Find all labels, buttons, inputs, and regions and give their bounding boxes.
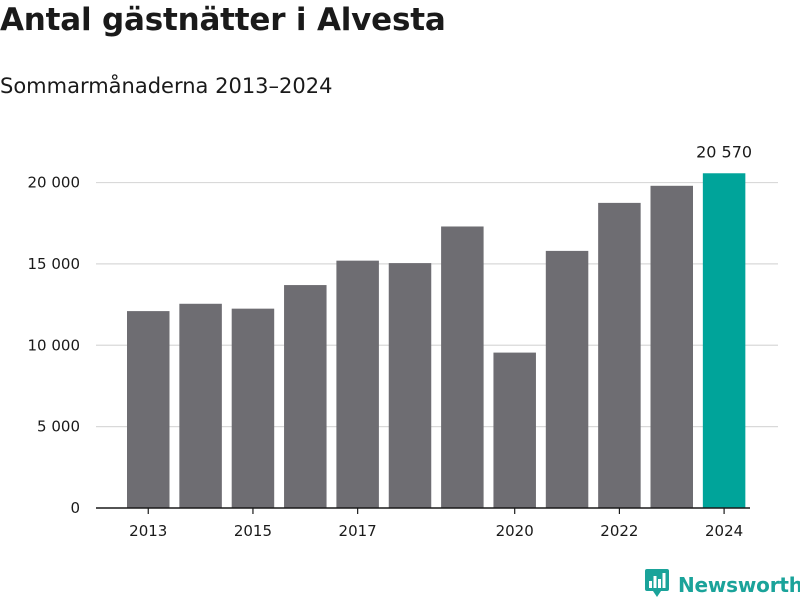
chart-subtitle: Sommarmånaderna 2013–2024 bbox=[0, 74, 333, 98]
y-tick-label: 5 000 bbox=[37, 418, 80, 436]
bar-2018 bbox=[388, 263, 432, 508]
bar-2016 bbox=[284, 285, 327, 508]
x-tick-label: 2015 bbox=[234, 522, 272, 540]
data-label: 20 570 bbox=[696, 142, 752, 161]
y-tick-label: 0 bbox=[70, 499, 80, 517]
chart-title: Antal gästnätter i Alvesta bbox=[0, 2, 446, 38]
bar-2021 bbox=[545, 250, 589, 508]
y-tick-label: 15 000 bbox=[28, 255, 81, 273]
bar-2024 bbox=[702, 173, 746, 508]
axes bbox=[96, 507, 750, 514]
y-tick-label: 20 000 bbox=[28, 174, 81, 192]
bar-2023 bbox=[650, 185, 693, 509]
bar-2020 bbox=[493, 352, 536, 508]
y-tick-label: 10 000 bbox=[28, 336, 81, 354]
x-tick-label: 2020 bbox=[496, 522, 534, 540]
labels: 0 5 000 10 000 15 000 20 000 2013 2015 2017 2020… bbox=[28, 142, 753, 540]
x-tick-label: 2022 bbox=[600, 522, 638, 540]
bar-2013 bbox=[127, 311, 170, 508]
bar-2014 bbox=[179, 303, 222, 508]
newsworthy-logo-icon bbox=[644, 568, 670, 602]
bar-2015 bbox=[231, 308, 275, 508]
x-tick-label: 2017 bbox=[339, 522, 377, 540]
newsworthy-brand[interactable]: Newsworthy bbox=[644, 569, 800, 601]
bar-2019 bbox=[441, 226, 484, 508]
newsworthy-brand-name: Newsworthy bbox=[678, 573, 800, 597]
x-tick-label: 2024 bbox=[705, 522, 743, 540]
x-tick-label: 2013 bbox=[129, 522, 167, 540]
bar-2022 bbox=[598, 202, 641, 509]
bar-2017 bbox=[336, 260, 379, 508]
bars bbox=[127, 173, 746, 509]
